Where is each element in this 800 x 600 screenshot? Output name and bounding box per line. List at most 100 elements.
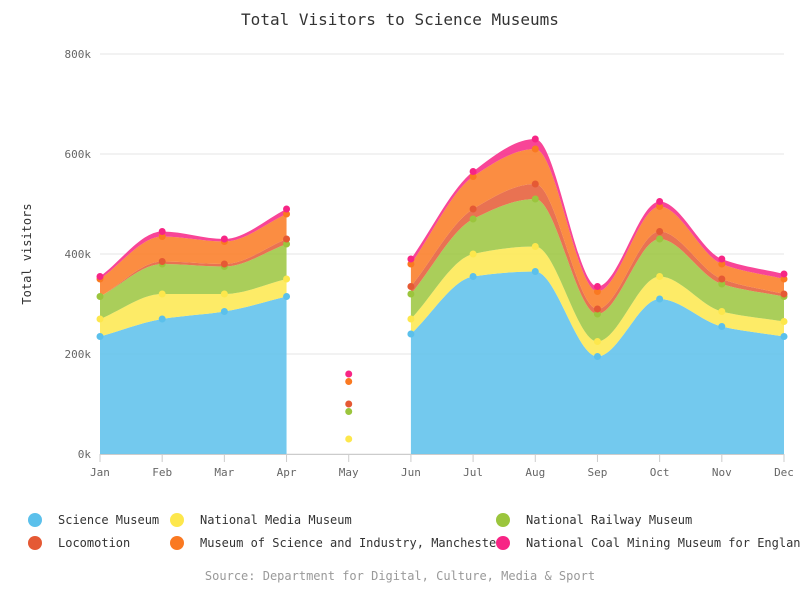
data-point[interactable] (158, 315, 166, 323)
y-tick-label: 400k (65, 248, 92, 261)
legend-label: National Railway Museum (526, 513, 693, 527)
x-tick-label: May (339, 466, 359, 479)
data-point[interactable] (220, 260, 228, 268)
data-point[interactable] (656, 235, 664, 243)
legend-item[interactable]: National Media Museum (170, 510, 352, 530)
data-point[interactable] (96, 315, 104, 323)
data-point[interactable] (531, 195, 539, 203)
data-point[interactable] (407, 330, 415, 338)
data-point[interactable] (656, 228, 664, 235)
data-point[interactable] (345, 370, 353, 378)
y-axis-title: Total visitors (20, 203, 34, 304)
legend-swatch (28, 513, 42, 527)
data-point[interactable] (531, 268, 539, 275)
x-tick-label: Sep (588, 466, 608, 479)
series-area-segment (100, 296, 287, 454)
data-point[interactable] (469, 205, 477, 213)
data-point[interactable] (531, 243, 539, 250)
source-note: Source: Department for Digital, Culture,… (204, 569, 596, 583)
data-point[interactable] (593, 353, 601, 360)
data-point[interactable] (283, 275, 291, 283)
data-point[interactable] (780, 333, 788, 340)
data-point[interactable] (593, 288, 601, 295)
data-point[interactable] (96, 293, 104, 300)
data-point[interactable] (469, 168, 477, 175)
legend-item[interactable]: National Railway Museum (496, 510, 692, 530)
data-point[interactable] (656, 203, 664, 210)
series-1-area (100, 271, 784, 454)
data-point[interactable] (718, 255, 726, 263)
legend-label: Museum of Science and Industry, Manchest… (200, 536, 504, 550)
data-point[interactable] (531, 180, 539, 188)
data-point[interactable] (283, 240, 291, 248)
data-point[interactable] (220, 308, 228, 315)
data-point[interactable] (407, 283, 415, 290)
x-tick-label: Feb (152, 466, 172, 479)
y-tick-label: 200k (65, 348, 92, 361)
legend-label: National Media Museum (200, 513, 352, 527)
data-point[interactable] (656, 295, 664, 303)
data-point[interactable] (780, 270, 788, 278)
data-point[interactable] (469, 250, 477, 258)
series-6-area (100, 139, 784, 292)
data-point[interactable] (531, 145, 539, 153)
legend-item[interactable]: National Coal Mining Museum for England (496, 533, 800, 553)
x-tick-label: Aug (525, 466, 545, 479)
x-tick-label: Jul (463, 466, 483, 479)
legend-item[interactable]: Science Museum (28, 510, 159, 530)
data-point[interactable] (407, 255, 415, 263)
chart-title: Total Visitors to Science Museums (241, 10, 559, 29)
data-point[interactable] (158, 290, 166, 298)
series-2-area (100, 246, 784, 357)
data-point[interactable] (345, 408, 353, 415)
data-point[interactable] (718, 308, 726, 315)
data-point[interactable] (283, 210, 291, 218)
y-tick-label: 800k (65, 48, 92, 61)
data-point[interactable] (345, 378, 353, 385)
data-point[interactable] (345, 435, 353, 443)
data-point[interactable] (780, 318, 788, 325)
data-point[interactable] (780, 290, 788, 298)
data-point[interactable] (593, 305, 601, 313)
legend-item[interactable]: Museum of Science and Industry, Manchest… (170, 533, 503, 553)
data-point[interactable] (283, 235, 291, 243)
data-point[interactable] (718, 260, 726, 268)
series-3-area (100, 199, 784, 342)
data-point[interactable] (345, 400, 353, 408)
data-point[interactable] (96, 273, 104, 280)
x-tick-label: Oct (650, 466, 670, 479)
data-point[interactable] (593, 283, 601, 290)
data-point[interactable] (593, 338, 601, 345)
data-point[interactable] (593, 310, 601, 318)
data-point[interactable] (283, 205, 291, 213)
data-point[interactable] (407, 315, 415, 323)
data-point[interactable] (220, 235, 228, 243)
data-point[interactable] (220, 290, 228, 298)
data-point[interactable] (158, 228, 166, 235)
data-point[interactable] (780, 275, 788, 283)
data-point[interactable] (531, 135, 539, 143)
series-area-segment (100, 214, 287, 297)
data-point[interactable] (407, 290, 415, 298)
data-point[interactable] (469, 173, 477, 180)
data-point[interactable] (283, 293, 291, 300)
data-point[interactable] (407, 260, 415, 268)
legend-item[interactable]: Locomotion (28, 533, 130, 553)
data-point[interactable] (656, 198, 664, 205)
x-tick-label: Apr (277, 466, 297, 479)
data-point[interactable] (158, 258, 166, 265)
legend-label: Locomotion (58, 536, 131, 550)
data-point[interactable] (718, 280, 726, 288)
legend-label: Science Museum (58, 513, 160, 527)
data-point[interactable] (469, 273, 477, 280)
data-points (96, 135, 788, 443)
data-point[interactable] (718, 323, 726, 330)
data-point[interactable] (158, 233, 166, 240)
x-tick-label: Dec (774, 466, 794, 479)
data-point[interactable] (96, 333, 104, 340)
data-point[interactable] (469, 215, 477, 223)
axes: 0k 200k 400k 600k 800k Jan Feb Mar Apr May Jun Jul A… (20, 48, 794, 479)
data-point[interactable] (718, 275, 726, 283)
data-point[interactable] (656, 273, 664, 280)
